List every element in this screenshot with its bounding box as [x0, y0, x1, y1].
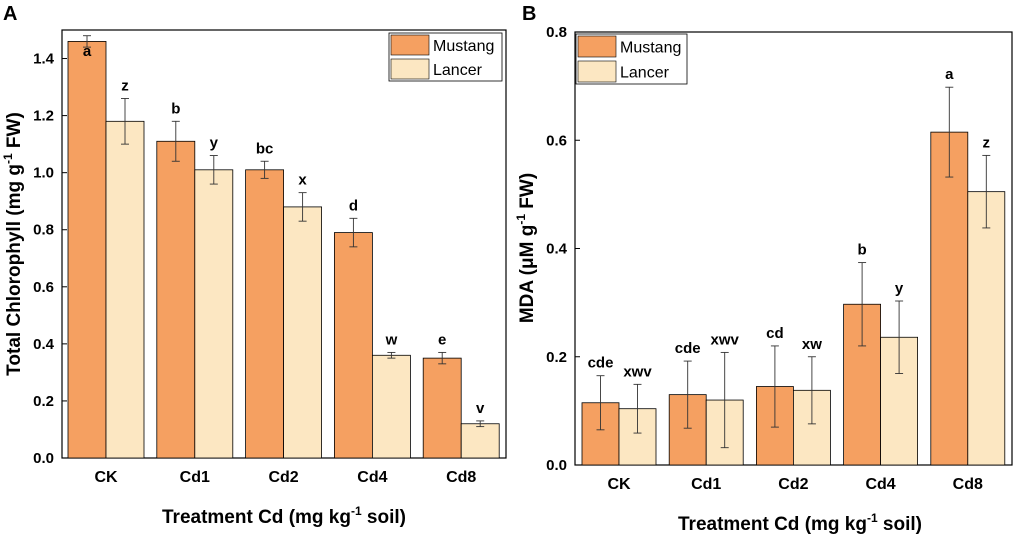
- panel-a-bar-lancer-ck: [105, 120, 145, 459]
- panel-b-legend-label-mustang: Mustang: [620, 40, 681, 57]
- panel-a-letter: A: [3, 3, 17, 25]
- panel-b-category-labels: CK Cd1 Cd2 Cd4 Cd8: [607, 476, 983, 493]
- panel-b-y-ticks: 0.0 0.2 0.4 0.6 0.8: [546, 24, 580, 474]
- panel-b-category-label: Cd4: [865, 476, 895, 493]
- panel-b-significance-label: cde: [675, 340, 701, 357]
- panel-b-legend-label-lancer: Lancer: [620, 65, 670, 82]
- panel-b-significance-label: y: [895, 280, 904, 297]
- panel-a-legend-label-lancer: Lancer: [433, 62, 483, 79]
- panel-b-significance-label: b: [858, 242, 867, 259]
- panel-a-bar-lancer-cd4: [371, 354, 411, 459]
- panel-b-significance-label: xwv: [623, 363, 652, 380]
- panel-b-legend-swatch-lancer: [577, 60, 617, 83]
- panel-a-legend: Mustang Lancer: [388, 32, 503, 82]
- panel-b-category-label: Cd8: [953, 476, 983, 493]
- panel-a-y-tick-label: 1.0: [33, 165, 54, 182]
- panel-a-category-label: Cd2: [268, 469, 298, 486]
- panel-a-bar-mustang-cd4: [333, 232, 373, 459]
- panel-b-significance-label: cde: [588, 355, 614, 372]
- panel-b-x-axis-title: Treatment Cd (mg kg-1 soil): [678, 511, 922, 535]
- panel-b-y-tick-label: 0.2: [546, 349, 567, 366]
- panel-a-bar-mustang-cd8: [422, 357, 462, 459]
- panel-b-significance-label: cd: [766, 325, 784, 342]
- panel-a-y-tick-label: 0.4: [33, 336, 55, 353]
- panel-a-significance-label: d: [349, 197, 358, 214]
- panel-a-y-tick-label: 1.4: [33, 51, 55, 68]
- panel-a-bar-mustang-cd2: [245, 169, 285, 459]
- panel-a-significance-label: e: [438, 331, 446, 348]
- panel-a-significance-label: z: [121, 77, 129, 94]
- panel-a-category-label: Cd4: [357, 469, 387, 486]
- panel-a-category-label: Cd1: [180, 469, 210, 486]
- panel-a-significance-label: bc: [256, 140, 274, 157]
- panel-b-significance-label: a: [945, 66, 954, 83]
- panel-a: A 0.0 0.2 0.4 0.6 0.8 1.0 1.2 1.4 a z b y bc x d w e v C…: [1, 3, 507, 528]
- panel-a-bar-lancer-cd2: [283, 206, 323, 459]
- panel-a-y-tick-label: 1.2: [33, 108, 54, 125]
- panel-a-y-ticks: 0.0 0.2 0.4 0.6 0.8 1.0 1.2 1.4: [33, 51, 67, 467]
- panel-a-y-tick-label: 0.8: [33, 222, 54, 239]
- panel-a-bar-lancer-cd1: [194, 169, 234, 459]
- panel-b-bar-mustang-cd8: [930, 131, 969, 466]
- panel-b-y-tick-label: 0.0: [546, 457, 567, 474]
- panel-b-significance-label: z: [983, 134, 991, 151]
- panel-a-bar-mustang-ck: [67, 41, 107, 459]
- panel-b-significance-label: xwv: [711, 331, 740, 348]
- panel-a-legend-swatch-mustang: [390, 34, 430, 56]
- panel-b-y-tick-label: 0.4: [546, 241, 568, 258]
- panel-a-significance-label: y: [210, 135, 219, 152]
- panel-a-significance-label: v: [476, 400, 485, 417]
- panel-a-legend-label-mustang: Mustang: [433, 38, 494, 55]
- panel-a-significance-label: a: [83, 43, 92, 60]
- panel-a-significance-label: w: [385, 331, 398, 348]
- panel-a-significance-label: b: [171, 100, 180, 117]
- panel-b-bar-lancer-cd8: [967, 191, 1006, 466]
- panel-b-legend-swatch-mustang: [577, 35, 617, 58]
- panel-a-y-tick-label: 0.2: [33, 393, 54, 410]
- panel-a-category-labels: CK Cd1 Cd2 Cd4 Cd8: [94, 469, 476, 486]
- panel-a-significance-label: x: [298, 172, 307, 189]
- panel-a-category-label: Cd8: [446, 469, 476, 486]
- panel-b-y-tick-label: 0.6: [546, 132, 567, 149]
- panel-a-y-tick-label: 0.0: [33, 450, 54, 467]
- panel-b-y-axis-title: MDA (μM g-1 FW): [514, 173, 538, 323]
- panel-a-category-label: CK: [94, 469, 118, 486]
- panel-b-significance-label: xw: [802, 336, 822, 353]
- panel-b-category-label: Cd2: [778, 476, 808, 493]
- panel-a-x-axis-title: Treatment Cd (mg kg-1 soil): [162, 504, 406, 528]
- panel-a-y-axis-title: Total Chlorophyll (mg g-1 FW): [1, 112, 25, 376]
- panel-b-category-label: Cd1: [691, 476, 721, 493]
- panel-a-legend-swatch-lancer: [390, 58, 430, 80]
- panel-b-y-tick-label: 0.8: [546, 24, 567, 41]
- panel-b-category-label: CK: [607, 476, 631, 493]
- panel-b-legend: Mustang Lancer: [575, 33, 688, 85]
- panel-a-y-tick-label: 0.6: [33, 279, 54, 296]
- panel-a-bar-lancer-cd8: [460, 423, 500, 459]
- panel-a-bars: a z b y bc x d w e v: [67, 35, 500, 459]
- panel-a-bar-mustang-cd1: [156, 140, 196, 459]
- panel-b-letter: B: [522, 3, 536, 25]
